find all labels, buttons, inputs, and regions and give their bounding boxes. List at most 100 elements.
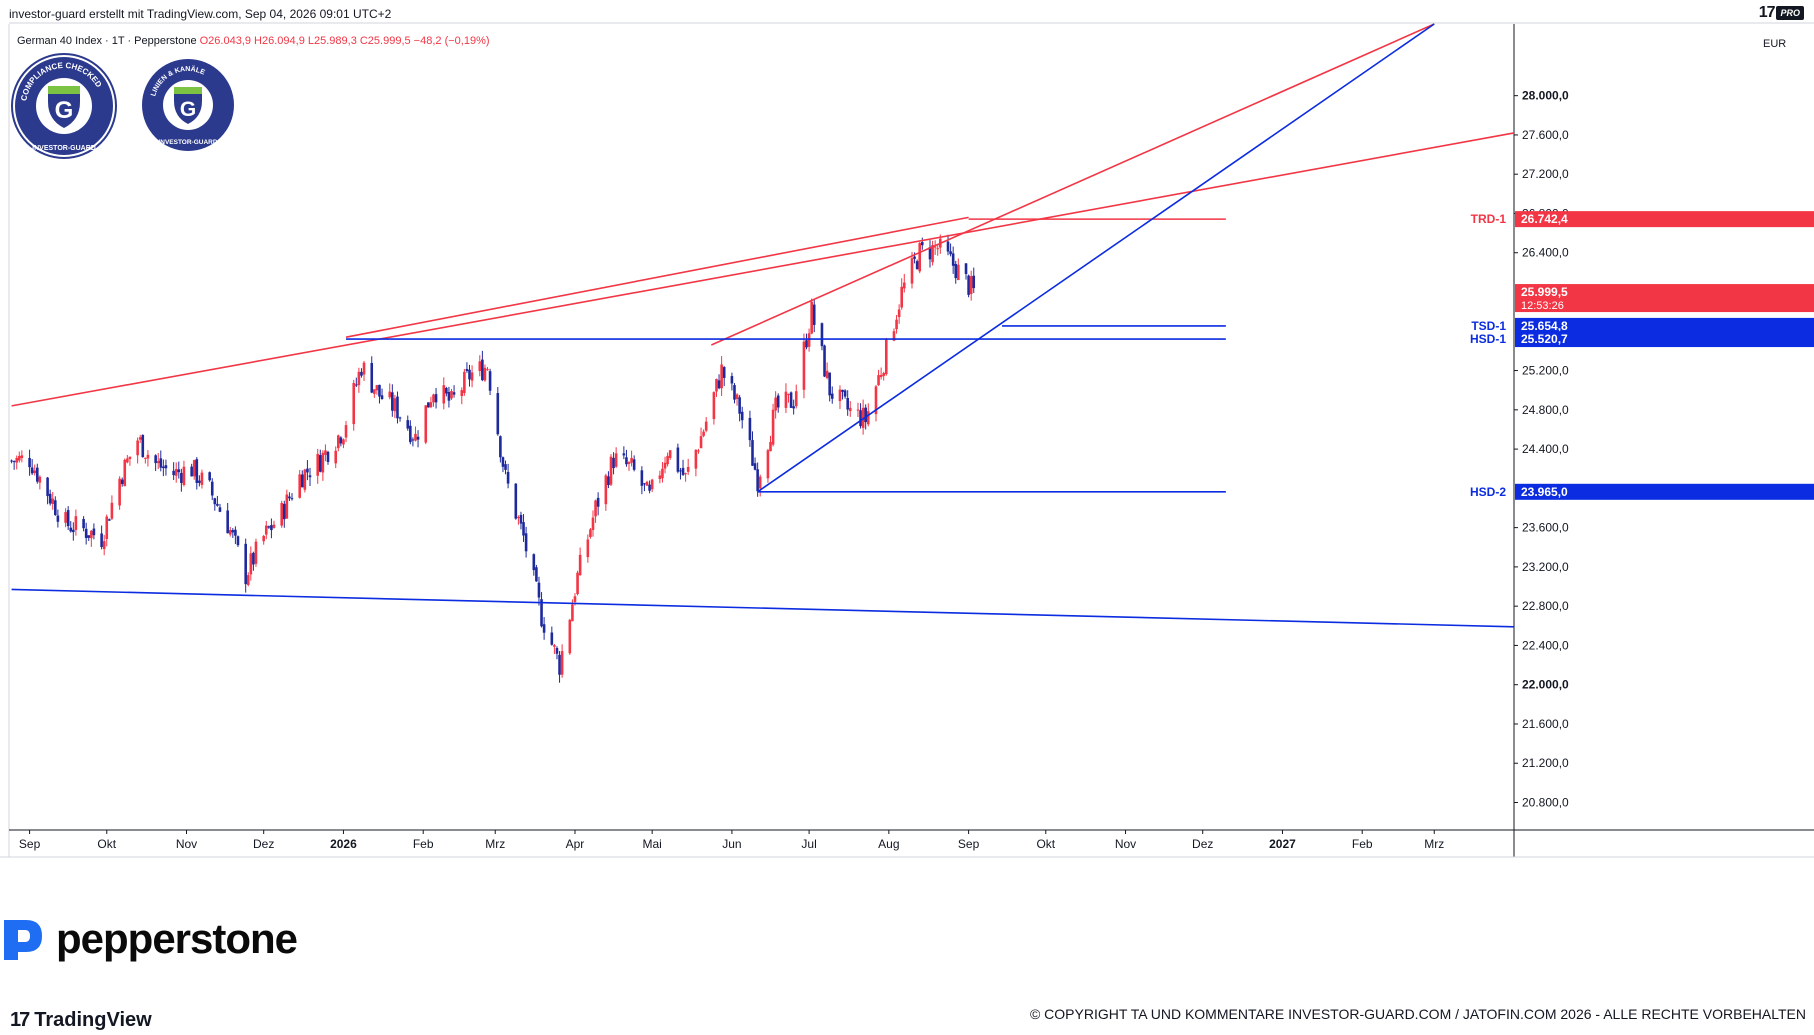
candle-body [306,468,309,473]
price-axis[interactable]: 28.000,027.600,027.200,026.800,026.400,0… [1514,89,1569,810]
candle-body [594,500,597,517]
candle-body [805,340,808,348]
tsd-1-name: TSD-1 [1471,319,1506,333]
candle-body [48,493,52,504]
candle-body [874,386,878,415]
price-tick-label: 27.200,0 [1522,167,1569,181]
candle-body [604,475,608,505]
candle-body [120,479,124,485]
candle-body [756,469,759,492]
trd-1-axis-label[interactable] [1515,211,1814,228]
candle-body [90,530,93,539]
candle-body [236,536,240,546]
candle-body [450,390,453,399]
candle-body [748,417,752,441]
candle-body [828,372,831,396]
candle-body [820,323,824,347]
last-price-axis-label[interactable] [1515,284,1814,313]
candle-body [969,276,973,294]
support-trendline [757,23,1435,493]
candle-body [128,456,132,460]
candle-body [794,391,798,407]
candle-body [532,554,536,571]
time-tick-label: Okt [97,837,116,851]
symbol-legend[interactable]: German 40 Index · 1T · Pepperstone O26.0… [17,35,490,47]
time-tick-label: Mrz [485,837,505,851]
candle-body [571,604,574,622]
candle-body [838,389,842,402]
candle-body [627,462,631,465]
candle-body [445,388,448,394]
tsd-1-axis-label[interactable] [1515,317,1814,334]
resistance-trendline [711,23,1435,346]
candle-body [486,369,489,371]
candle-body [172,470,175,476]
candle-body [936,248,940,250]
candle-body [56,515,60,522]
candle-body [663,462,667,469]
candle-body [100,533,103,548]
candle-body [967,275,970,295]
candle-body [524,533,528,552]
hsd-1-value: 25.520,7 [1521,332,1568,346]
candle-body [897,309,901,318]
hsd-2-axis-label[interactable] [1515,483,1814,500]
candle-body [758,476,762,489]
candle-body [210,481,214,496]
candle-body [915,261,919,270]
candle-body [900,286,904,308]
candle-body [164,465,168,469]
candle-body [586,539,590,558]
hsd-2-name: HSD-2 [1470,485,1506,499]
last-price-value: 25.999,5 [1521,285,1568,299]
candle-body [288,496,291,499]
candle-body [625,457,628,465]
candle-body [54,500,57,516]
candle-body [784,391,788,408]
candle-body [856,409,860,411]
time-axis[interactable]: Sep Okt Nov Dez 2026 Feb Mrz Apr Mai Jun Jul Aug Sep… [19,830,1444,851]
candle-body [69,527,73,532]
trd-1-value: 26.742,4 [1521,212,1568,226]
hsd-1-axis-label[interactable] [1515,331,1814,348]
currency-label[interactable]: EUR [1763,38,1787,50]
candle-body [702,431,705,436]
candle-body [190,466,193,477]
candle-body [432,394,435,403]
candle-body [303,469,307,490]
candle-body [298,474,302,498]
candle-body [553,645,556,647]
candle-body [640,470,644,486]
candle-body [285,494,289,519]
candle-body [108,519,111,521]
candle-body [110,502,114,519]
resistance-trendline [11,132,1515,407]
time-tick-label: Feb [1352,837,1373,851]
candle-body [684,473,687,475]
candle-body [156,461,160,464]
candle-body [632,459,636,470]
candle-body [218,507,222,512]
candle-body [162,466,165,469]
seal-1-subtext: INVESTOR-GUARD [32,145,96,152]
time-tick-label: Aug [878,837,899,851]
candle-body [730,376,734,384]
candle-body [141,434,145,458]
candle-body [460,390,464,397]
candle-body [913,256,916,259]
candle-body [393,398,397,412]
candle-body [267,526,271,528]
candle-body [102,541,106,550]
candle-body [146,454,150,459]
price-tick-label: 25.200,0 [1522,364,1569,378]
candle-body [144,457,147,459]
time-tick-label: Jul [801,837,816,851]
candle-body [373,389,376,394]
candle-body [262,536,265,542]
candle-body [661,468,664,479]
candle-body [792,406,795,409]
candle-body [722,367,726,378]
candle-body [370,362,374,393]
candle-body [442,385,446,404]
